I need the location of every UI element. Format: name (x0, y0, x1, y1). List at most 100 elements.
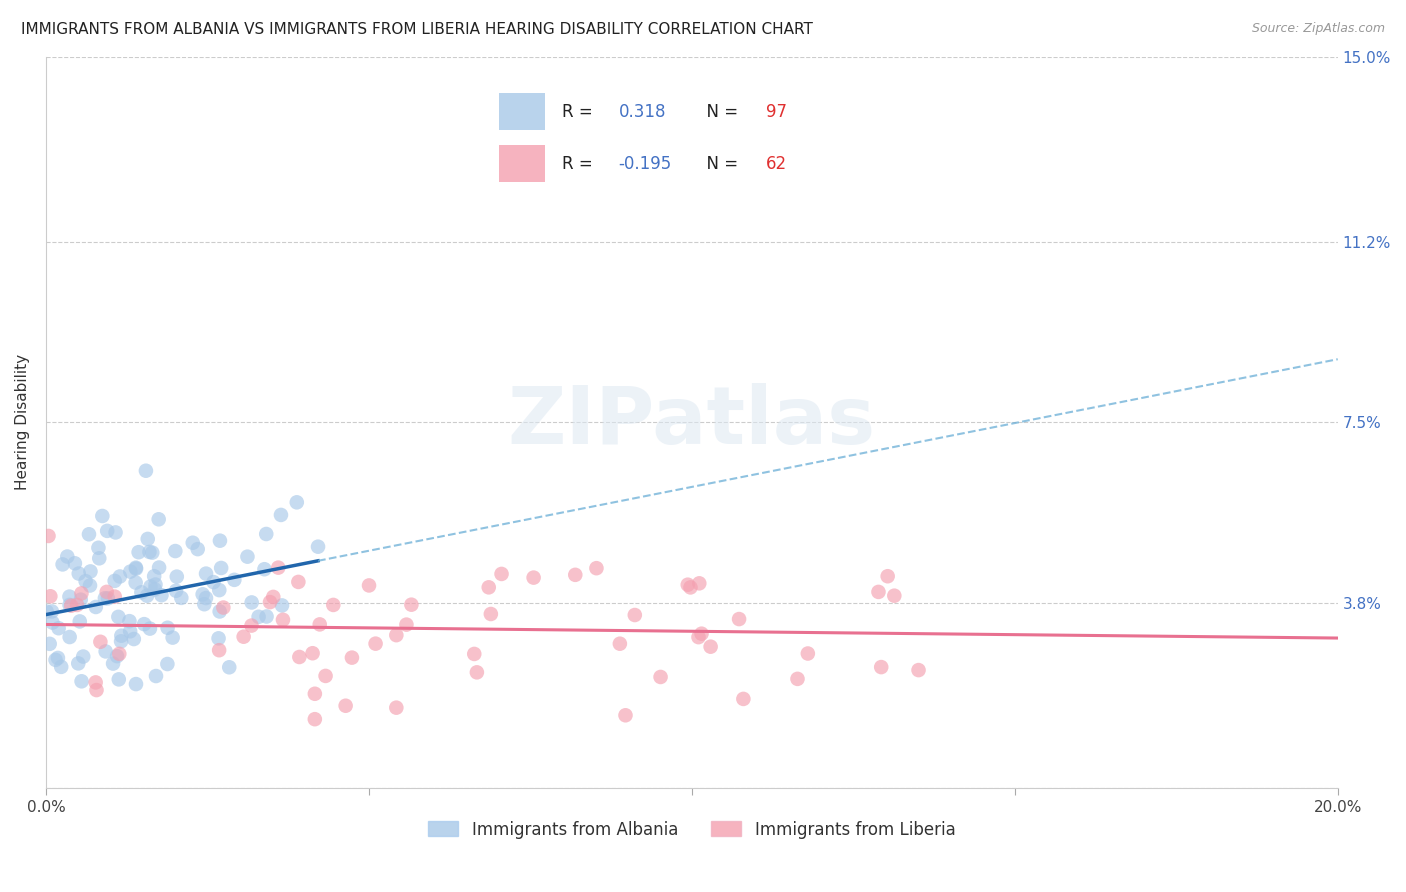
Text: IMMIGRANTS FROM ALBANIA VS IMMIGRANTS FROM LIBERIA HEARING DISABILITY CORRELATIO: IMMIGRANTS FROM ALBANIA VS IMMIGRANTS FR… (21, 22, 813, 37)
Point (335, 698, 357, 713)
Point (614, 708, 637, 723)
Point (195, 566, 218, 581)
Point (256, 609, 278, 624)
Point (101, 657, 124, 671)
Point (207, 632, 229, 646)
Point (79, 565, 101, 579)
Point (96, 524, 118, 538)
Point (37, 529, 59, 543)
Point (285, 495, 308, 509)
Point (118, 614, 141, 628)
Point (124, 575, 146, 590)
Point (38, 637, 60, 651)
Point (108, 647, 131, 661)
Point (94, 644, 117, 658)
Point (883, 589, 905, 603)
Point (288, 650, 311, 665)
Point (797, 647, 820, 661)
Point (271, 613, 294, 627)
Point (218, 660, 240, 674)
Point (91, 508, 114, 523)
Point (364, 637, 387, 651)
Point (86, 683, 108, 698)
Point (254, 527, 277, 541)
Point (679, 581, 702, 595)
Point (165, 544, 187, 558)
Point (240, 595, 263, 609)
Text: ZIPatlas: ZIPatlas (508, 384, 876, 461)
Point (148, 560, 170, 574)
Point (465, 665, 488, 680)
Point (304, 712, 326, 726)
Point (56, 549, 79, 564)
Point (45, 653, 67, 667)
Point (181, 535, 204, 549)
Point (105, 649, 128, 664)
Point (202, 575, 225, 590)
Point (52, 558, 75, 572)
Point (69, 615, 91, 629)
Point (110, 634, 132, 648)
Point (868, 585, 890, 599)
Point (193, 597, 215, 611)
Text: 62: 62 (766, 155, 787, 173)
Point (79, 578, 101, 592)
Point (77, 527, 100, 541)
Point (585, 561, 607, 575)
Point (58, 598, 80, 612)
Point (120, 624, 142, 639)
Point (97, 591, 120, 606)
Point (609, 637, 631, 651)
Point (232, 630, 254, 644)
Point (728, 612, 751, 626)
Point (208, 533, 231, 548)
Point (267, 560, 290, 574)
Point (340, 650, 363, 665)
Point (624, 607, 647, 622)
Point (240, 618, 263, 632)
Point (139, 622, 162, 636)
Point (478, 580, 501, 594)
Point (170, 591, 193, 605)
Point (688, 576, 710, 591)
Point (187, 542, 209, 557)
Point (110, 629, 132, 643)
Point (128, 545, 150, 559)
Point (143, 569, 166, 583)
Point (212, 600, 235, 615)
Bar (499, 145, 544, 182)
Point (322, 598, 344, 612)
Point (208, 583, 231, 598)
Point (564, 567, 586, 582)
Point (66, 598, 89, 612)
Point (87, 541, 110, 555)
Point (307, 540, 329, 554)
Point (247, 609, 270, 624)
Point (165, 583, 187, 598)
Point (145, 669, 167, 683)
Point (108, 569, 131, 583)
Point (195, 591, 218, 605)
Point (94, 591, 117, 606)
Text: R =: R = (562, 155, 599, 173)
Point (41, 615, 63, 630)
Point (491, 566, 513, 581)
Text: N =: N = (696, 103, 744, 120)
Point (385, 700, 408, 714)
Point (690, 626, 713, 640)
Point (208, 643, 231, 657)
Point (733, 692, 755, 706)
Point (58, 590, 80, 604)
Point (236, 549, 259, 564)
Point (70, 674, 93, 689)
Legend: Immigrants from Albania, Immigrants from Liberia: Immigrants from Albania, Immigrants from… (422, 814, 962, 846)
Point (84, 599, 107, 614)
Point (75, 574, 97, 589)
Point (876, 569, 898, 583)
Point (72, 649, 94, 664)
Point (262, 590, 284, 604)
Y-axis label: Hearing Disability: Hearing Disability (15, 354, 30, 491)
Point (479, 607, 502, 621)
Point (67, 657, 90, 671)
Point (150, 588, 173, 602)
